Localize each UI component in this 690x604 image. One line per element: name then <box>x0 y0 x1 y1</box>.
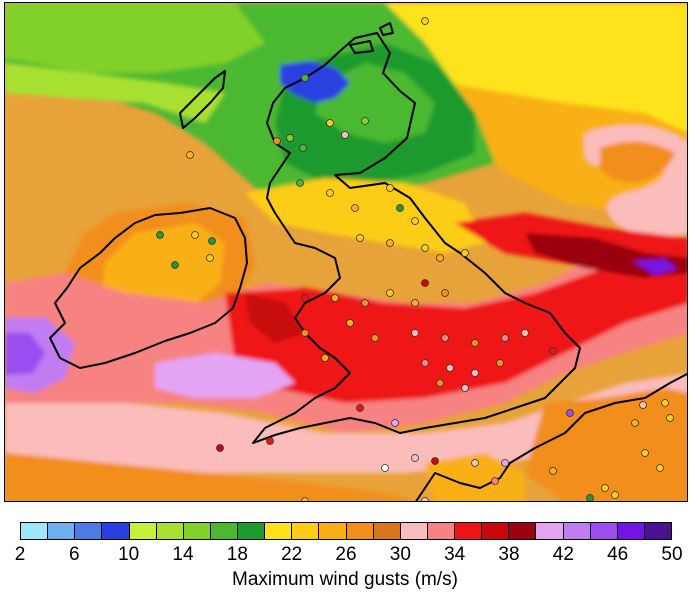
colorbar-tick-50: 50 <box>661 544 683 565</box>
map-canvas <box>5 3 687 501</box>
colorbar-tick-2: 2 <box>14 544 26 565</box>
colorbar-swatch-6-8 <box>75 523 103 539</box>
colorbar-swatch-36-38 <box>482 523 510 539</box>
colorbar-tick-6: 6 <box>69 544 80 565</box>
colorbar-swatch-22-24 <box>292 523 320 539</box>
colorbar-swatch-32-34 <box>427 523 455 539</box>
colorbar-swatch-26-28 <box>346 523 374 539</box>
colorbar-swatch-24-26 <box>319 523 347 539</box>
colorbar <box>20 522 672 540</box>
observation-stations <box>156 17 674 501</box>
colorbar-tick-10: 10 <box>118 544 140 565</box>
coastline <box>49 22 687 501</box>
colorbar-swatch-10-12 <box>129 523 157 539</box>
field-contours <box>5 3 687 501</box>
colorbar-swatch-28-30 <box>373 523 401 539</box>
colorbar-swatch-38-40 <box>509 523 537 539</box>
colorbar-tick-42: 42 <box>552 544 574 565</box>
colorbar-swatch-8-10 <box>102 523 130 539</box>
colorbar-swatch-40-42 <box>536 523 564 539</box>
colorbar-swatch-20-22 <box>265 523 293 539</box>
colorbar-swatch-18-20 <box>238 523 266 539</box>
colorbar-tick-18: 18 <box>226 544 248 565</box>
colorbar-tick-26: 26 <box>335 544 357 565</box>
colorbar-swatch-12-14 <box>156 523 184 539</box>
colorbar-title: Maximum wind gusts (m/s) <box>232 569 458 590</box>
colorbar-swatch-30-32 <box>400 523 428 539</box>
colorbar-swatch-14-16 <box>183 523 211 539</box>
colorbar-tick-46: 46 <box>607 544 629 565</box>
colorbar-swatch-48-50 <box>644 523 671 539</box>
colorbar-swatch-4-6 <box>48 523 76 539</box>
colorbar-tick-34: 34 <box>444 544 466 565</box>
colorbar-swatch-16-18 <box>210 523 238 539</box>
colorbar-tick-22: 22 <box>281 544 303 565</box>
colorbar-tick-14: 14 <box>172 544 194 565</box>
colorbar-swatch-44-46 <box>590 523 618 539</box>
colorbar-swatch-42-44 <box>563 523 591 539</box>
colorbar-tick-38: 38 <box>498 544 520 565</box>
wind-gust-map <box>4 2 688 502</box>
colorbar-tick-30: 30 <box>389 544 411 565</box>
colorbar-swatch-34-36 <box>455 523 483 539</box>
colorbar-swatch-2-4 <box>21 523 49 539</box>
colorbar-swatch-46-48 <box>617 523 645 539</box>
